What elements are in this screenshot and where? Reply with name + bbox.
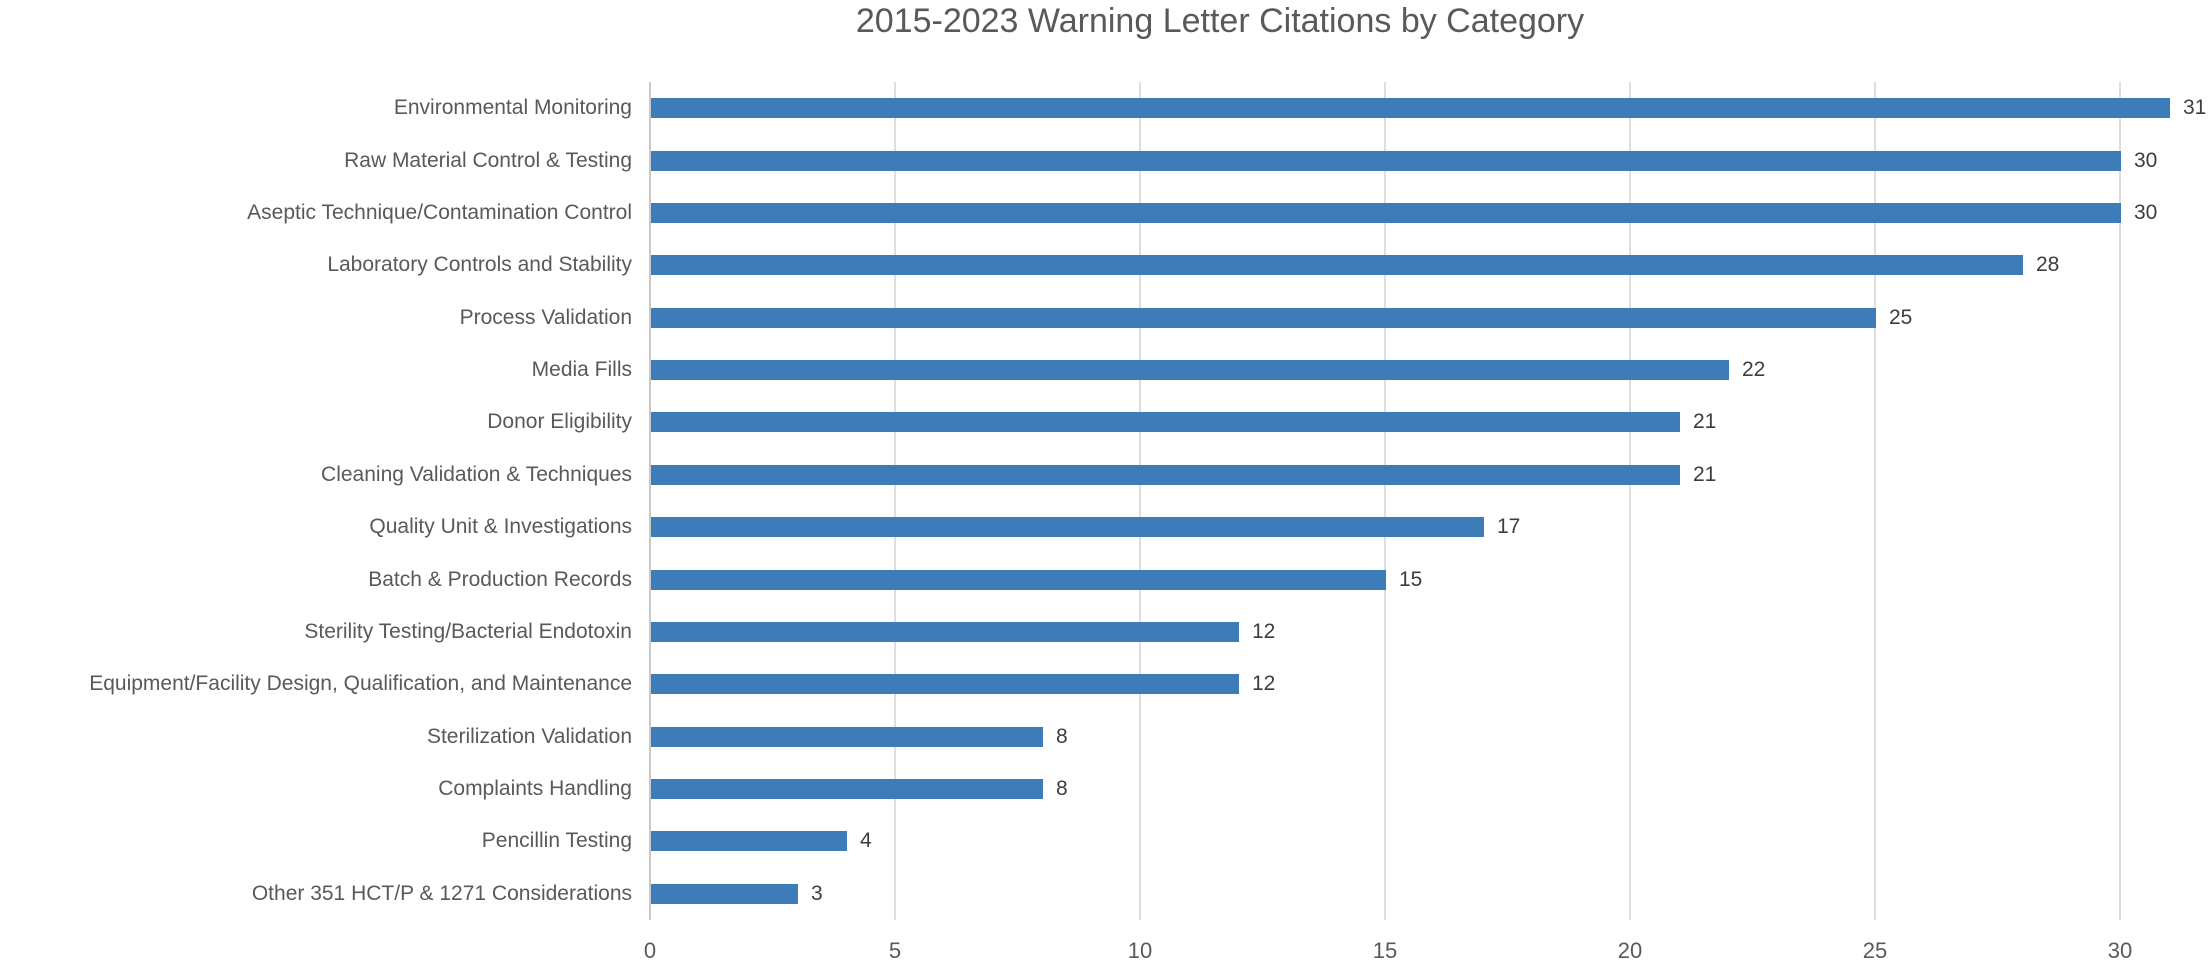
value-label: 22: [1742, 358, 1766, 382]
bar: [651, 517, 1484, 538]
bar: [651, 621, 1239, 642]
x-gridline: [1384, 82, 1386, 920]
bar: [651, 360, 1729, 381]
y-axis-line: [649, 82, 651, 920]
bar: [651, 831, 847, 852]
x-tick-label: 20: [1617, 938, 1643, 963]
category-label: Media Fills: [531, 358, 632, 382]
x-tick-label: 30: [2107, 938, 2133, 963]
bar: [651, 202, 2121, 223]
x-tick-label: 25: [1862, 938, 1888, 963]
category-label: Sterilization Validation: [426, 724, 632, 748]
bar: [651, 412, 1680, 433]
category-label: Aseptic Technique/Contamination Control: [247, 200, 632, 224]
value-label: 31: [2183, 96, 2207, 120]
value-label: 15: [1399, 567, 1423, 591]
x-tick-label: 10: [1127, 938, 1153, 963]
bar: [651, 674, 1239, 695]
bar: [651, 150, 2121, 171]
x-tick-label: 0: [643, 938, 657, 963]
value-label: 30: [2134, 148, 2158, 172]
bar: [651, 883, 798, 904]
value-label: 8: [1056, 724, 1068, 748]
value-label: 12: [1252, 619, 1276, 643]
x-gridline: [1139, 82, 1141, 920]
category-label: Pencillin Testing: [481, 829, 632, 853]
category-label: Donor Eligibility: [487, 410, 632, 434]
value-label: 4: [860, 829, 872, 853]
bar: [651, 307, 1876, 328]
x-gridline: [1629, 82, 1631, 920]
value-label: 28: [2036, 253, 2060, 277]
category-label: Cleaning Validation & Techniques: [321, 462, 632, 486]
x-tick-label: 15: [1372, 938, 1398, 963]
value-label: 21: [1693, 410, 1717, 434]
category-label: Quality Unit & Investigations: [369, 515, 632, 539]
bar: [651, 569, 1386, 590]
value-label: 12: [1252, 672, 1276, 696]
x-gridline: [2119, 82, 2121, 920]
x-gridline: [894, 82, 896, 920]
value-label: 8: [1056, 777, 1068, 801]
bar: [651, 464, 1680, 485]
value-label: 25: [1889, 305, 1913, 329]
category-label: Environmental Monitoring: [393, 96, 632, 120]
bar: [651, 726, 1043, 747]
value-label: 30: [2134, 200, 2158, 224]
category-label: Batch & Production Records: [368, 567, 632, 591]
category-label: Other 351 HCT/P & 1271 Considerations: [251, 881, 632, 905]
category-label: Process Validation: [459, 305, 632, 329]
value-label: 21: [1693, 462, 1717, 486]
category-label: Sterility Testing/Bacterial Endotoxin: [304, 619, 632, 643]
value-label: 3: [811, 881, 823, 905]
category-label: Equipment/Facility Design, Qualification…: [89, 672, 632, 696]
x-gridline: [1874, 82, 1876, 920]
bar: [651, 779, 1043, 800]
chart-title: 2015-2023 Warning Letter Citations by Ca…: [855, 2, 1585, 40]
value-label: 17: [1497, 515, 1521, 539]
bar: [651, 255, 2023, 276]
category-label: Raw Material Control & Testing: [344, 148, 632, 172]
category-label: Laboratory Controls and Stability: [327, 253, 632, 277]
category-label: Complaints Handling: [438, 777, 632, 801]
bar: [651, 98, 2170, 119]
x-tick-label: 5: [888, 938, 902, 963]
